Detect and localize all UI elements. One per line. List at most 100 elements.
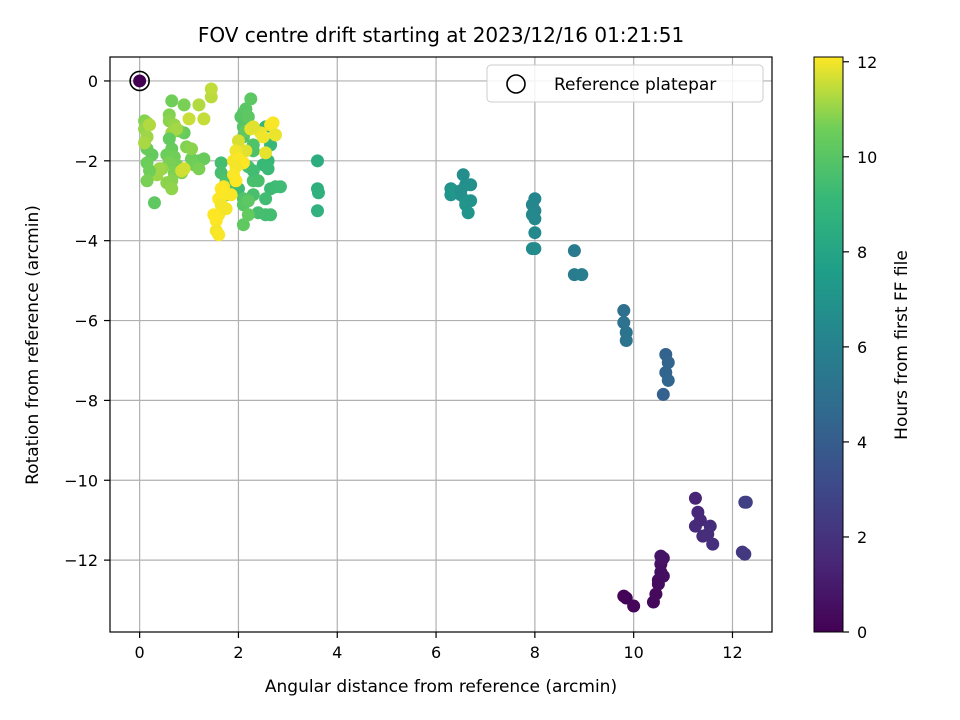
data-point	[197, 152, 211, 166]
reference-point	[129, 70, 150, 92]
data-point	[464, 178, 478, 192]
y-tick-label: 0	[88, 72, 98, 91]
data-point	[182, 112, 196, 126]
data-point	[251, 174, 265, 188]
legend-entry: Reference platepar	[554, 75, 716, 95]
points-layer	[138, 82, 753, 613]
data-point	[688, 519, 702, 533]
colorbar: 0 2 4 6 8 10 12 Hours from first FF file	[813, 53, 912, 642]
data-point	[269, 128, 282, 142]
x-tick-label: 2	[233, 643, 243, 662]
data-point	[140, 174, 154, 188]
data-point	[204, 82, 218, 96]
data-point	[244, 92, 258, 106]
data-point	[701, 527, 715, 541]
x-tick-label: 4	[332, 643, 342, 662]
data-point	[525, 242, 539, 256]
data-point	[706, 537, 720, 551]
data-point	[162, 132, 176, 146]
data-point	[219, 202, 233, 216]
data-point	[264, 208, 278, 222]
x-tick-label: 6	[431, 643, 441, 662]
data-point	[143, 118, 157, 132]
x-tick-label: 12	[722, 643, 742, 662]
data-point	[143, 164, 157, 178]
data-point	[528, 212, 542, 226]
data-point	[654, 549, 668, 563]
data-point	[310, 204, 324, 218]
colorbar-tick-label: 12	[857, 53, 877, 72]
data-point	[456, 168, 470, 182]
y-tick-label: −6	[74, 312, 98, 331]
data-point	[738, 547, 752, 561]
data-point	[454, 184, 468, 198]
data-point	[246, 164, 260, 178]
data-point	[688, 491, 702, 505]
legend-box	[486, 64, 764, 103]
x-axis-label: Angular distance from reference (arcmin)	[265, 677, 617, 697]
y-tick-label: −8	[74, 391, 98, 410]
data-point	[241, 208, 255, 222]
colorbar-tick-label: 4	[857, 433, 867, 452]
reference-point-ring	[129, 70, 150, 92]
colorbar-tick-label: 0	[857, 623, 867, 642]
data-point	[138, 136, 152, 150]
data-point	[214, 182, 228, 196]
data-point	[627, 599, 641, 613]
chart-title: FOV centre drift starting at 2023/12/16 …	[198, 23, 684, 47]
data-point	[617, 316, 631, 330]
data-point	[661, 373, 675, 387]
colorbar-label: Hours from first FF file	[892, 250, 912, 440]
data-point	[152, 162, 166, 176]
data-point	[259, 192, 273, 206]
data-point	[266, 116, 280, 130]
legend: Reference platepar	[486, 64, 764, 103]
x-tick-label: 0	[135, 643, 145, 662]
data-point	[177, 162, 191, 176]
y-tick-label: −4	[74, 232, 98, 251]
data-point	[619, 334, 633, 348]
data-point	[214, 156, 228, 170]
y-tick-label: −10	[64, 471, 98, 490]
colorbar-tick-label: 10	[857, 148, 877, 167]
data-point	[212, 228, 226, 242]
data-point	[241, 110, 255, 124]
data-point	[528, 226, 542, 240]
data-point	[147, 196, 161, 210]
data-point	[192, 98, 206, 112]
data-point	[165, 94, 179, 108]
data-point	[310, 154, 324, 168]
data-point	[311, 186, 325, 200]
data-point	[739, 495, 753, 509]
x-tick-label: 10	[623, 643, 643, 662]
data-point	[185, 142, 199, 156]
data-point	[192, 162, 206, 176]
data-point	[575, 268, 589, 282]
data-point	[224, 188, 238, 202]
data-point	[177, 98, 191, 112]
x-tick-label: 8	[530, 643, 540, 662]
colorbar-tick-label: 2	[857, 528, 867, 547]
y-tick-label: −12	[64, 551, 98, 570]
data-point	[273, 180, 287, 194]
data-point	[617, 589, 631, 603]
data-point	[661, 355, 675, 369]
data-point	[617, 304, 631, 318]
grid-layer	[110, 57, 772, 632]
y-axis-label: Rotation from reference (arcmin)	[23, 205, 43, 485]
colorbar-tick-label: 6	[857, 338, 867, 357]
data-point	[259, 146, 273, 160]
data-point	[251, 206, 265, 220]
data-point	[256, 130, 270, 144]
data-point	[197, 112, 211, 126]
reference-point-fill	[133, 74, 147, 88]
data-point	[651, 577, 665, 591]
data-point	[567, 244, 581, 258]
legend-marker	[506, 74, 526, 94]
x-axis: 0 2 4 6 8 10 12	[135, 632, 743, 662]
y-axis: 0 −2 −4 −6 −8 −10 −12	[64, 72, 110, 570]
colorbar-ticks: 0 2 4 6 8 10 12	[843, 53, 877, 642]
data-point	[246, 120, 260, 134]
data-point	[241, 194, 255, 208]
